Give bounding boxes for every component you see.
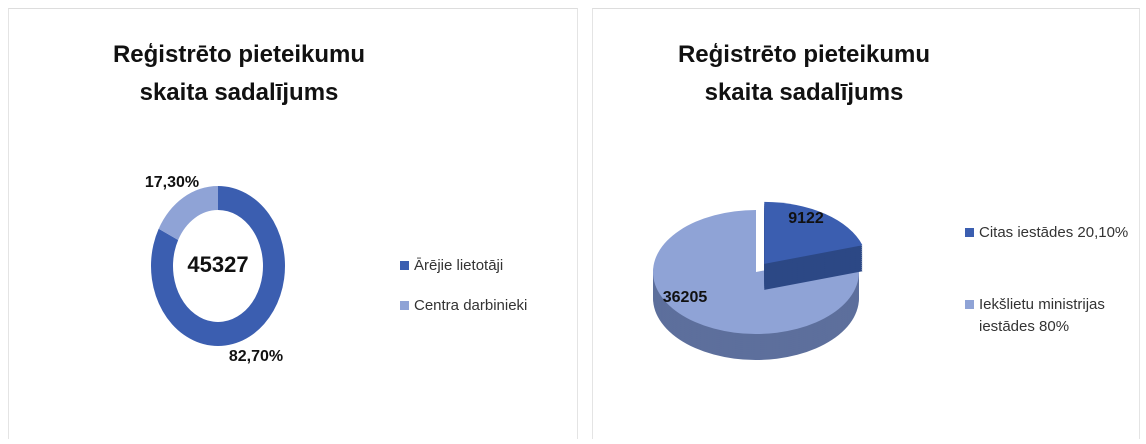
legend-label: Iekšlietu ministrijas iestādes 80%: [979, 296, 1105, 335]
center-label: 45327: [187, 252, 248, 277]
chart-title: Reģistrēto pieteikumu skaita sadalījums: [677, 41, 931, 106]
legend-swatch: [965, 228, 974, 237]
legend-item: Iekšlietu ministrijas iestādes 80%: [965, 294, 1140, 338]
legend-label: Centra darbinieki: [414, 297, 528, 314]
chart-panel: [592, 8, 1140, 439]
legend-label: Ārējie lietotāji: [414, 257, 504, 274]
legend-swatch: [400, 261, 409, 270]
data-label: 17,30%: [145, 174, 199, 191]
donut-slice: [158, 186, 218, 240]
legend-label: Citas iestādes 20,10%: [979, 224, 1129, 241]
chart-panel: [8, 8, 578, 439]
chart-title: Reģistrēto pieteikumu skaita sadalījums: [112, 41, 366, 106]
legend-item: Ārējie lietotāji: [400, 255, 570, 277]
legend-item: Centra darbinieki: [400, 295, 570, 317]
pie-slice: [653, 210, 859, 334]
legend-swatch: [400, 301, 409, 310]
data-label: 9122: [788, 210, 824, 227]
legend-swatch: [965, 300, 974, 309]
data-label: 82,70%: [229, 348, 283, 365]
data-label: 36205: [663, 289, 708, 306]
pie-slice: [764, 201, 863, 264]
donut-slice: [151, 186, 286, 346]
legend-item: Citas iestādes 20,10%: [965, 222, 1140, 244]
